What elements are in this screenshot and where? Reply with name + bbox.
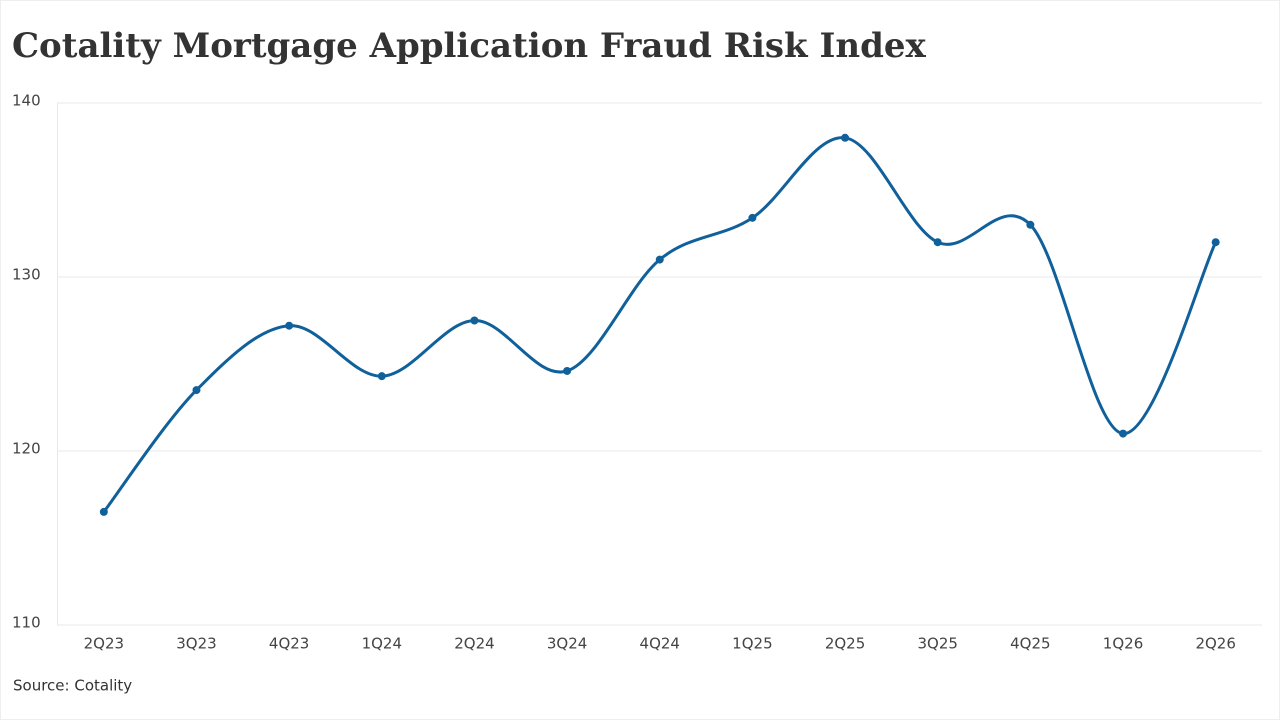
x-tick-label: 4Q25 <box>1010 635 1050 653</box>
data-point <box>748 213 757 222</box>
y-tick-label: 110 <box>12 614 41 632</box>
data-point <box>192 386 201 395</box>
x-tick-label: 3Q25 <box>917 635 957 653</box>
line-series <box>102 136 1218 513</box>
x-tick-label: 4Q23 <box>269 635 309 653</box>
x-tick-label: 2Q24 <box>454 635 494 653</box>
y-tick-label: 120 <box>12 440 41 458</box>
y-tick-label: 140 <box>12 92 41 110</box>
x-tick-label: 1Q25 <box>732 635 772 653</box>
x-tick-label: 2Q25 <box>825 635 865 653</box>
x-tick-label: 2Q26 <box>1195 635 1235 653</box>
data-point <box>655 255 664 264</box>
data-point <box>1026 220 1035 229</box>
y-tick-label: 130 <box>12 266 41 284</box>
x-tick-label: 4Q24 <box>640 635 680 653</box>
data-point <box>470 316 479 325</box>
source-note: Source: Cotality <box>13 677 132 695</box>
x-tick-label: 1Q24 <box>362 635 402 653</box>
data-point <box>841 133 850 142</box>
data-point <box>1119 429 1128 438</box>
x-tick-label: 3Q23 <box>176 635 216 653</box>
x-tick-label: 1Q26 <box>1103 635 1143 653</box>
x-tick-label: 3Q24 <box>547 635 587 653</box>
x-tick-label: 2Q23 <box>84 635 124 653</box>
data-point <box>377 372 386 381</box>
data-point <box>285 321 294 330</box>
data-point <box>99 507 108 516</box>
chart-title: Cotality Mortgage Application Fraud Risk… <box>12 26 926 66</box>
data-point <box>933 238 942 247</box>
data-point <box>563 366 572 375</box>
data-point <box>1211 238 1220 247</box>
